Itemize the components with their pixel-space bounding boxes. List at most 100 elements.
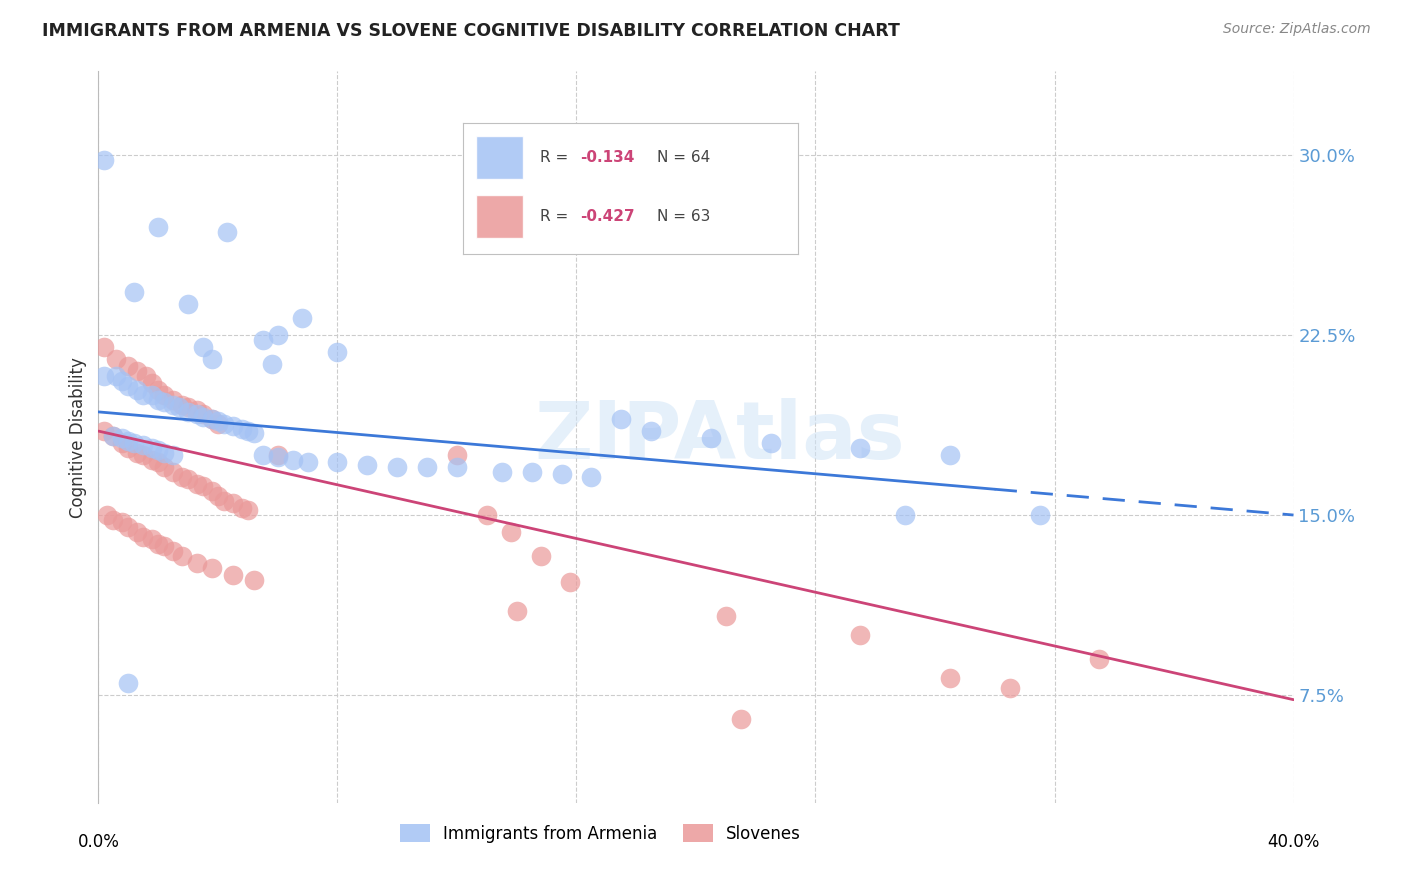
Point [297, 455, 319, 469]
Point [939, 448, 962, 462]
Point [212, 493, 235, 508]
Point [267, 328, 290, 343]
Point [117, 378, 139, 392]
Point [186, 407, 208, 421]
Point [291, 311, 314, 326]
Point [207, 489, 229, 503]
Point [550, 467, 572, 482]
Point [172, 469, 194, 483]
Point [849, 628, 872, 642]
Point [132, 388, 155, 402]
Point [222, 568, 245, 582]
Point [506, 604, 529, 618]
Point [252, 333, 274, 347]
Point [207, 417, 229, 431]
Point [201, 412, 224, 426]
Point [103, 429, 125, 443]
Point [111, 436, 134, 450]
Point [153, 460, 176, 475]
Point [141, 376, 163, 391]
Point [135, 368, 157, 383]
Point [127, 445, 149, 459]
Point [141, 441, 163, 455]
Point [560, 575, 582, 590]
Point [998, 681, 1021, 695]
Point [127, 524, 149, 539]
Point [714, 608, 737, 623]
Text: IMMIGRANTS FROM ARMENIA VS SLOVENE COGNITIVE DISABILITY CORRELATION CHART: IMMIGRANTS FROM ARMENIA VS SLOVENE COGNI… [42, 22, 900, 40]
Point [356, 458, 378, 472]
Point [148, 220, 170, 235]
Point [849, 441, 872, 455]
Point [385, 460, 409, 475]
Point [281, 453, 304, 467]
Point [260, 357, 283, 371]
Point [491, 465, 513, 479]
Point [117, 676, 139, 690]
Point [520, 465, 543, 479]
Point [446, 460, 468, 475]
Point [1028, 508, 1050, 522]
Point [730, 712, 752, 726]
Point [243, 426, 266, 441]
Point [103, 429, 125, 443]
Point [153, 395, 176, 409]
Point [117, 434, 139, 448]
Point [326, 455, 349, 469]
Point [201, 483, 224, 498]
Point [236, 503, 259, 517]
Point [162, 448, 184, 462]
Point [186, 402, 208, 417]
Text: 0.0%: 0.0% [77, 833, 120, 851]
Point [148, 392, 170, 407]
Point [186, 556, 208, 570]
Point [191, 340, 214, 354]
Point [252, 448, 274, 462]
Point [162, 544, 184, 558]
Y-axis label: Cognitive Disability: Cognitive Disability [69, 357, 87, 517]
Point [207, 415, 229, 429]
Point [640, 424, 662, 438]
Point [499, 524, 522, 539]
Point [236, 424, 259, 438]
Point [132, 530, 155, 544]
Point [111, 515, 134, 529]
Point [191, 479, 214, 493]
Point [177, 405, 200, 419]
Point [177, 400, 200, 414]
Point [201, 561, 224, 575]
Point [111, 374, 134, 388]
Point [93, 368, 115, 383]
Point [581, 469, 603, 483]
Point [124, 285, 146, 299]
Point [939, 671, 962, 685]
Point [127, 364, 149, 378]
Point [610, 412, 633, 426]
Point [446, 448, 468, 462]
Point [117, 520, 139, 534]
Point [141, 453, 163, 467]
Point [191, 407, 214, 421]
Point [148, 384, 170, 398]
Point [894, 508, 917, 522]
Legend: Immigrants from Armenia, Slovenes: Immigrants from Armenia, Slovenes [394, 818, 807, 849]
Text: 40.0%: 40.0% [1267, 833, 1320, 851]
Point [103, 513, 125, 527]
Point [153, 445, 176, 459]
Point [162, 465, 184, 479]
Point [231, 500, 253, 515]
Point [416, 460, 439, 475]
Point [177, 297, 200, 311]
Point [222, 419, 245, 434]
Point [1088, 652, 1111, 666]
Point [148, 455, 170, 469]
Point [117, 359, 139, 374]
Point [172, 398, 194, 412]
Point [162, 392, 184, 407]
Point [127, 384, 149, 398]
Point [201, 352, 224, 367]
Point [222, 496, 245, 510]
Point [141, 532, 163, 546]
Point [93, 424, 115, 438]
Point [148, 537, 170, 551]
